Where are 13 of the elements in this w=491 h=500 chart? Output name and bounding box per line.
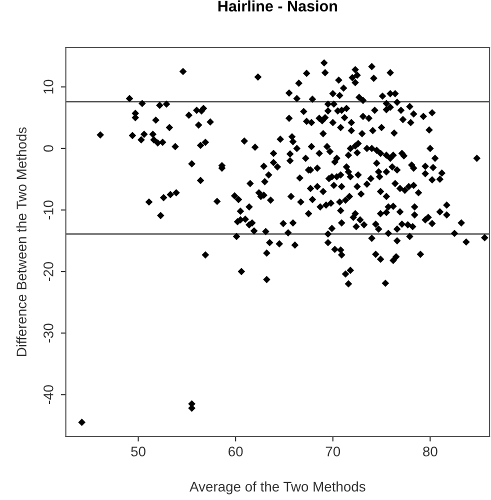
x-tick-label: 50 bbox=[131, 446, 146, 456]
x-tick-label: 80 bbox=[423, 446, 438, 456]
y-tick-label: -30 bbox=[43, 324, 54, 343]
y-tick-label: -20 bbox=[43, 262, 54, 281]
x-axis-title: Average of the Two Methods bbox=[190, 481, 366, 494]
y-tick-label: -40 bbox=[43, 385, 54, 404]
chart-title: Hairline - Nasion bbox=[218, 0, 337, 12]
y-tick-label: 10 bbox=[43, 80, 54, 94]
y-tick-label: -10 bbox=[43, 200, 54, 220]
x-tick-label: 70 bbox=[326, 446, 340, 456]
x-tick-label: 60 bbox=[228, 446, 243, 456]
y-tick-label: 0 bbox=[43, 145, 54, 152]
y-axis-title: Difference Between the Two Methods bbox=[16, 127, 26, 356]
